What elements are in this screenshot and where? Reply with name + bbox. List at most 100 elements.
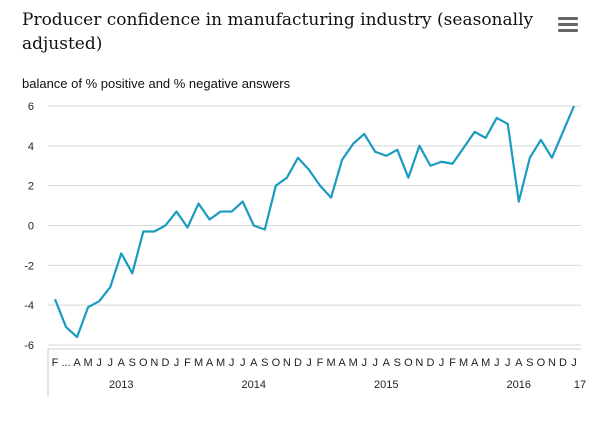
- x-tick-label: M: [84, 357, 93, 369]
- data-point[interactable]: [161, 222, 169, 230]
- x-tick-label: A: [515, 357, 523, 369]
- data-point[interactable]: [349, 140, 357, 148]
- x-year-label: 2015: [374, 379, 398, 391]
- data-point[interactable]: [239, 198, 247, 206]
- x-tick-label: A: [250, 357, 258, 369]
- x-tick-label: J: [361, 357, 367, 369]
- data-point[interactable]: [493, 114, 501, 122]
- data-point[interactable]: [172, 208, 180, 216]
- data-point[interactable]: [117, 249, 125, 257]
- x-tick-label: A: [471, 357, 479, 369]
- y-tick-label: -2: [24, 260, 34, 272]
- data-point[interactable]: [415, 142, 423, 150]
- data-point[interactable]: [272, 182, 280, 190]
- x-tick-label: F: [184, 357, 191, 369]
- x-tick-label: S: [526, 357, 533, 369]
- y-axis-ticks: 6 4 2 0 -2 -4 -6: [24, 101, 34, 352]
- gridlines: [48, 105, 581, 346]
- data-point[interactable]: [537, 136, 545, 144]
- x-year-label: 17: [574, 379, 586, 391]
- data-point[interactable]: [84, 303, 92, 311]
- x-tick-label: ...: [61, 357, 70, 369]
- x-tick-label: F: [52, 357, 59, 369]
- x-tick-label: J: [571, 357, 577, 369]
- data-point[interactable]: [106, 283, 114, 291]
- data-point[interactable]: [327, 194, 335, 202]
- data-point[interactable]: [404, 174, 412, 182]
- chart-title: Producer confidence in manufacturing ind…: [22, 10, 534, 54]
- x-year-label: 2013: [109, 379, 133, 391]
- series-line: [53, 105, 576, 339]
- x-tick-label: A: [338, 357, 346, 369]
- data-point[interactable]: [250, 222, 258, 230]
- data-point[interactable]: [515, 198, 523, 206]
- x-tick-label: J: [505, 357, 511, 369]
- data-point[interactable]: [548, 154, 556, 162]
- data-point[interactable]: [559, 128, 567, 136]
- data-point[interactable]: [150, 227, 158, 235]
- x-tick-label: O: [139, 357, 148, 369]
- y-axis-label: balance of % positive and % negative ans…: [22, 76, 291, 91]
- x-tick-label: J: [439, 357, 445, 369]
- y-tick-label: -4: [24, 300, 34, 312]
- data-point[interactable]: [482, 134, 490, 142]
- x-tick-label: N: [548, 357, 556, 369]
- x-year-label: 2016: [507, 379, 531, 391]
- data-point[interactable]: [73, 333, 81, 341]
- data-point[interactable]: [206, 216, 214, 224]
- x-tick-label: J: [229, 357, 235, 369]
- x-tick-label: D: [294, 357, 302, 369]
- data-point[interactable]: [426, 162, 434, 170]
- data-point[interactable]: [261, 225, 269, 233]
- data-point[interactable]: [437, 158, 445, 166]
- hamburger-menu-icon[interactable]: [556, 14, 580, 34]
- x-tick-label: N: [283, 357, 291, 369]
- x-tick-label: M: [326, 357, 335, 369]
- x-tick-label: J: [174, 357, 180, 369]
- x-tick-label: F: [317, 357, 324, 369]
- x-tick-label: S: [261, 357, 268, 369]
- data-point[interactable]: [382, 152, 390, 160]
- x-tick-label: M: [194, 357, 203, 369]
- x-tick-label: J: [107, 357, 113, 369]
- data-point[interactable]: [283, 174, 291, 182]
- x-tick-label: M: [459, 357, 468, 369]
- y-tick-label: 4: [28, 141, 34, 153]
- x-tick-label: J: [372, 357, 378, 369]
- data-point[interactable]: [128, 269, 136, 277]
- data-point[interactable]: [51, 295, 59, 303]
- x-tick-label: J: [240, 357, 246, 369]
- data-point[interactable]: [195, 200, 203, 208]
- data-point[interactable]: [305, 166, 313, 174]
- data-point[interactable]: [338, 156, 346, 164]
- data-point[interactable]: [570, 102, 578, 110]
- data-point[interactable]: [217, 208, 225, 216]
- x-tick-label: O: [537, 357, 546, 369]
- x-tick-label: O: [272, 357, 281, 369]
- data-point[interactable]: [526, 154, 534, 162]
- data-point[interactable]: [471, 128, 479, 136]
- data-point[interactable]: [184, 223, 192, 231]
- data-point[interactable]: [294, 154, 302, 162]
- y-tick-label: -6: [24, 340, 34, 352]
- x-tick-label: A: [206, 357, 214, 369]
- y-tick-label: 0: [28, 221, 34, 233]
- x-year-label: 2014: [242, 379, 266, 391]
- data-point[interactable]: [62, 323, 70, 331]
- data-point[interactable]: [393, 146, 401, 154]
- x-tick-label: M: [481, 357, 490, 369]
- data-point[interactable]: [449, 160, 457, 168]
- data-point[interactable]: [504, 120, 512, 128]
- data-point[interactable]: [371, 148, 379, 156]
- y-tick-label: 2: [28, 181, 34, 193]
- x-tick-label: M: [349, 357, 358, 369]
- data-point[interactable]: [360, 130, 368, 138]
- x-tick-label: J: [306, 357, 312, 369]
- x-tick-label: D: [559, 357, 567, 369]
- data-point[interactable]: [228, 208, 236, 216]
- data-point[interactable]: [316, 182, 324, 190]
- data-point[interactable]: [460, 144, 468, 152]
- data-point[interactable]: [139, 227, 147, 235]
- data-point[interactable]: [95, 297, 103, 305]
- x-axis-year-labels: 2013 2014 2015 2016 17: [109, 379, 586, 391]
